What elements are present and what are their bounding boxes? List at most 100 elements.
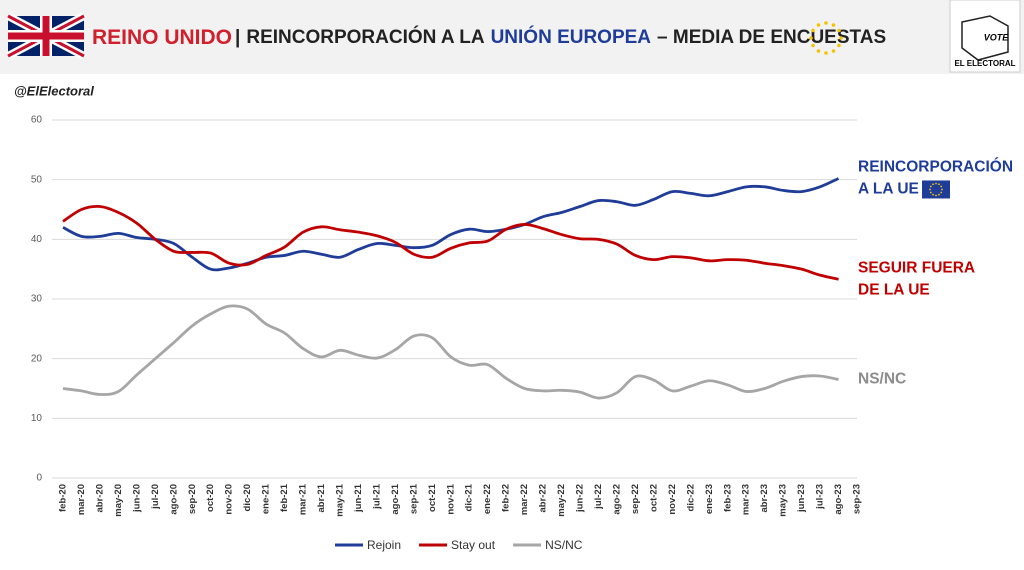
title-part: – MEDIA DE ENCUESTAS <box>657 27 886 48</box>
star <box>811 43 815 48</box>
x-tick-label: feb-20 <box>58 484 69 512</box>
x-tick-label: jul-21 <box>371 483 382 510</box>
x-tick-label: dic-20 <box>242 484 253 511</box>
annotation: REINCORPORACIÓN <box>858 158 1013 176</box>
x-tick-label: jul-23 <box>815 484 826 510</box>
title-text: REINO UNIDO | REINCORPORACIÓN A LA UNIÓN EU… <box>92 26 886 49</box>
series-line <box>62 177 840 272</box>
eu-star <box>929 191 932 194</box>
x-tick-label: sep-22 <box>630 484 641 514</box>
logo: VOTE EL ELECTORAL <box>949 0 1021 73</box>
eu-flag <box>922 180 950 199</box>
eu-star <box>940 185 943 188</box>
x-tick-label: sep-20 <box>187 484 198 514</box>
star <box>837 43 841 48</box>
x-tick-label: mar-22 <box>519 484 530 515</box>
x-tick-label: oct-21 <box>427 483 438 512</box>
x-tick-label: sep-21 <box>408 483 419 514</box>
x-tick-label: abr-22 <box>538 484 549 513</box>
legend-label: Stay out <box>451 538 496 552</box>
x-tick-label: sep-23 <box>852 484 863 514</box>
legend-label: Rejoin <box>367 538 401 552</box>
eu-star <box>938 183 940 186</box>
y-tick-label: 0 <box>36 473 42 484</box>
title-part: REINCORPORACIÓN A LA <box>246 26 484 48</box>
eu-star <box>929 185 932 188</box>
eu-star <box>932 183 934 186</box>
star <box>816 23 821 27</box>
y-tick-label: 20 <box>31 353 43 364</box>
x-tick-label: ene-22 <box>482 484 493 514</box>
x-tick-label: jun-23 <box>796 484 807 513</box>
x-tick-label: oct-20 <box>205 484 216 512</box>
annotation: SEGUIR FUERA <box>858 259 975 276</box>
y-tick-label: 40 <box>31 234 43 245</box>
x-tick-label: feb-21 <box>279 483 290 512</box>
x-tick-label: may-21 <box>334 483 345 516</box>
x-tick-label: feb-22 <box>501 484 512 512</box>
logo-name: EL ELECTORAL <box>954 59 1015 68</box>
x-tick-label: mar-23 <box>741 484 752 515</box>
annotation: A LA UE <box>858 181 919 198</box>
x-tick-label: nov-20 <box>224 484 235 515</box>
x-tick-label: mar-20 <box>76 484 87 515</box>
x-tick-label: abr-21 <box>316 483 327 512</box>
star <box>831 49 836 53</box>
annotation: NS/NC <box>858 371 906 388</box>
eu-stars <box>809 21 843 55</box>
x-tick-label: may-23 <box>778 484 789 517</box>
title-part: REINO UNIDO <box>92 26 232 49</box>
header-band <box>0 0 1024 74</box>
star <box>824 51 828 55</box>
source: @ElElectoral <box>14 83 94 98</box>
x-tick-label: may-22 <box>556 484 567 517</box>
eu-star <box>935 182 937 185</box>
legend-label: NS/NC <box>545 538 583 552</box>
y-tick-label: 10 <box>31 413 43 424</box>
x-tick-label: ene-23 <box>704 484 715 514</box>
star <box>824 21 828 25</box>
x-tick-label: ago-23 <box>833 484 844 515</box>
eu-star <box>935 194 937 197</box>
x-tick-label: abr-23 <box>759 484 770 513</box>
eu-star <box>938 193 940 196</box>
x-tick-label: dic-21 <box>464 483 475 511</box>
x-tick-label: oct-22 <box>648 484 659 512</box>
x-tick-label: ago-22 <box>611 484 622 515</box>
star <box>809 36 813 40</box>
eu-star <box>941 188 943 191</box>
x-tick-label: mar-21 <box>298 483 309 515</box>
x-tick-label: nov-22 <box>667 484 678 515</box>
title: REINO UNIDO | REINCORPORACIÓN A LA UNIÓN EU… <box>92 26 886 49</box>
logo-vote: VOTE <box>984 32 1010 42</box>
y-tick-label: 50 <box>31 174 43 185</box>
star <box>839 36 843 40</box>
eu-star <box>940 191 943 194</box>
y-tick-label: 30 <box>31 294 43 305</box>
x-tick-label: jun-21 <box>353 483 364 513</box>
star <box>811 28 815 33</box>
uk-flag <box>6 12 86 60</box>
x-tick-label: jul-22 <box>593 484 604 510</box>
annotation: DE LA UE <box>858 281 930 298</box>
series-line <box>62 304 839 400</box>
x-tick-label: abr-20 <box>94 484 105 513</box>
x-tick-label: jul-20 <box>150 484 161 510</box>
x-tick-label: dic-22 <box>685 484 696 511</box>
x-tick-label: may-20 <box>113 484 124 517</box>
x-tick-label: jun-22 <box>575 484 586 513</box>
x-tick-label: ago-20 <box>168 484 179 515</box>
star <box>831 23 836 27</box>
title-part: UNIÓN EUROPEA <box>491 26 652 48</box>
eu-star <box>932 193 934 196</box>
series-line <box>62 205 839 281</box>
x-tick-label: nov-21 <box>445 483 456 514</box>
title-part: | <box>235 27 240 48</box>
y-tick-label: 60 <box>31 115 43 126</box>
x-tick-label: ago-21 <box>390 483 401 514</box>
x-tick-label: feb-23 <box>722 484 733 512</box>
eu-star <box>929 188 931 191</box>
x-tick-label: ene-21 <box>261 483 272 514</box>
